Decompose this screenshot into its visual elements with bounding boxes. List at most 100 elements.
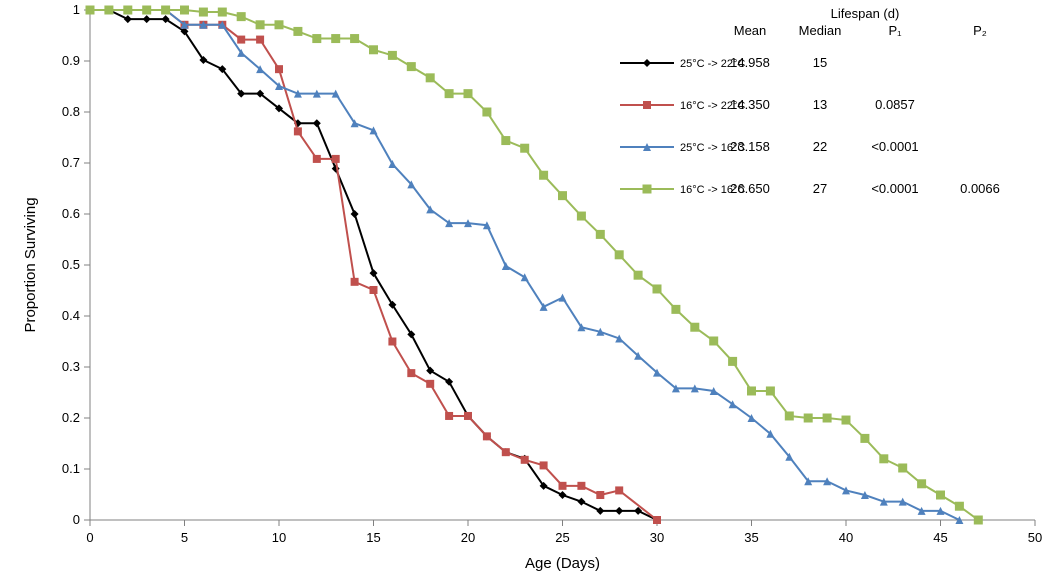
series-s2 bbox=[86, 6, 661, 524]
marker bbox=[615, 507, 623, 515]
stats-col-header: Median bbox=[799, 23, 842, 38]
marker bbox=[540, 461, 548, 469]
y-tick-label: 0.4 bbox=[62, 308, 80, 323]
marker bbox=[369, 45, 378, 54]
x-tick-label: 0 bbox=[86, 530, 93, 545]
marker bbox=[643, 59, 651, 67]
stats-cell: <0.0001 bbox=[871, 181, 918, 196]
marker bbox=[370, 286, 378, 294]
marker bbox=[634, 271, 643, 280]
marker bbox=[709, 336, 718, 345]
x-tick-label: 50 bbox=[1028, 530, 1042, 545]
marker bbox=[256, 36, 264, 44]
marker bbox=[256, 20, 265, 29]
x-tick-label: 25 bbox=[555, 530, 569, 545]
y-tick-label: 0.5 bbox=[62, 257, 80, 272]
marker bbox=[974, 516, 983, 525]
marker bbox=[596, 491, 604, 499]
marker bbox=[237, 36, 245, 44]
marker bbox=[747, 386, 756, 395]
marker bbox=[275, 65, 283, 73]
marker bbox=[445, 89, 454, 98]
legend-item: 25°C -> 22°C bbox=[620, 58, 745, 70]
stats-cell: 27 bbox=[813, 181, 827, 196]
marker bbox=[332, 155, 340, 163]
marker bbox=[671, 305, 680, 314]
marker bbox=[407, 369, 415, 377]
marker bbox=[161, 6, 170, 15]
marker bbox=[464, 412, 472, 420]
marker bbox=[426, 380, 434, 388]
marker bbox=[351, 278, 359, 286]
marker bbox=[275, 20, 284, 29]
chart-svg: 00.10.20.30.40.50.60.70.80.9105101520253… bbox=[0, 0, 1050, 577]
stats-cell: 15 bbox=[813, 55, 827, 70]
x-tick-label: 5 bbox=[181, 530, 188, 545]
x-tick-label: 45 bbox=[933, 530, 947, 545]
x-tick-label: 35 bbox=[744, 530, 758, 545]
marker bbox=[482, 108, 491, 117]
y-axis-label: Proportion Surviving bbox=[22, 197, 39, 332]
stats-cell: 22 bbox=[813, 139, 827, 154]
marker bbox=[539, 171, 548, 180]
marker bbox=[521, 456, 529, 464]
marker bbox=[577, 212, 586, 221]
y-tick-label: 0.1 bbox=[62, 461, 80, 476]
series-s4 bbox=[86, 6, 983, 525]
series-s3 bbox=[86, 6, 963, 524]
marker bbox=[558, 191, 567, 200]
marker bbox=[388, 51, 397, 60]
marker bbox=[653, 284, 662, 293]
marker bbox=[180, 6, 189, 15]
stats-cell: 13 bbox=[813, 97, 827, 112]
marker bbox=[842, 416, 851, 425]
stats-title: Lifespan (d) bbox=[831, 6, 900, 21]
marker bbox=[501, 136, 510, 145]
marker bbox=[879, 454, 888, 463]
marker bbox=[293, 27, 302, 36]
stats-cell: 14.350 bbox=[730, 97, 770, 112]
marker bbox=[312, 34, 321, 43]
marker bbox=[142, 6, 151, 15]
marker bbox=[218, 8, 227, 17]
y-tick-label: 0.8 bbox=[62, 104, 80, 119]
stats-col-header: P₁ bbox=[888, 23, 902, 38]
marker bbox=[350, 34, 359, 43]
x-tick-label: 30 bbox=[650, 530, 664, 545]
marker bbox=[936, 491, 945, 500]
x-tick-label: 10 bbox=[272, 530, 286, 545]
marker bbox=[199, 8, 208, 17]
marker bbox=[407, 62, 416, 71]
marker bbox=[559, 482, 567, 490]
x-axis-label: Age (Days) bbox=[525, 555, 600, 572]
stats-cell: 23.158 bbox=[730, 139, 770, 154]
marker bbox=[483, 432, 491, 440]
x-tick-label: 15 bbox=[366, 530, 380, 545]
marker bbox=[785, 411, 794, 420]
marker bbox=[502, 262, 510, 270]
marker bbox=[643, 185, 652, 194]
y-tick-label: 0 bbox=[73, 512, 80, 527]
marker bbox=[123, 6, 132, 15]
marker bbox=[615, 250, 624, 259]
marker bbox=[124, 15, 132, 23]
series-layer bbox=[86, 6, 983, 525]
legend-item: 16°C -> 16°C bbox=[620, 184, 745, 196]
marker bbox=[559, 491, 567, 499]
y-tick-label: 1 bbox=[73, 2, 80, 17]
series-line bbox=[90, 10, 978, 520]
marker bbox=[823, 414, 832, 423]
marker bbox=[426, 73, 435, 82]
marker bbox=[331, 34, 340, 43]
marker bbox=[445, 412, 453, 420]
legend-item: 16°C -> 22°C bbox=[620, 100, 745, 112]
stats-cell: 0.0066 bbox=[960, 181, 1000, 196]
marker bbox=[860, 434, 869, 443]
legend-item: 25°C -> 16°C bbox=[620, 142, 745, 154]
marker bbox=[520, 144, 529, 153]
x-tick-label: 20 bbox=[461, 530, 475, 545]
marker bbox=[898, 463, 907, 472]
marker bbox=[577, 482, 585, 490]
y-tick-label: 0.2 bbox=[62, 410, 80, 425]
marker bbox=[313, 119, 321, 127]
